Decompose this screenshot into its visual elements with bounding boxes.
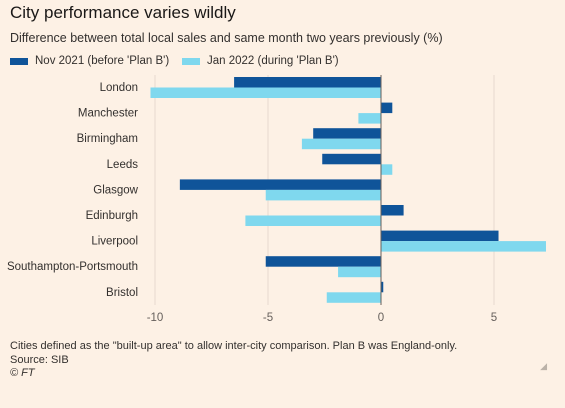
resize-grip-icon: ◢ bbox=[540, 361, 547, 371]
bar-nov-2021 bbox=[179, 179, 381, 190]
x-tick-label: 0 bbox=[378, 312, 384, 324]
legend-item-nov-2021: Nov 2021 (before 'Plan B') bbox=[10, 55, 169, 67]
chart-subtitle: Difference between total local sales and… bbox=[10, 31, 443, 45]
category-label: Birmingham bbox=[77, 133, 138, 145]
category-label: Manchester bbox=[78, 108, 138, 120]
bar-nov-2021 bbox=[322, 153, 381, 165]
bar-nov-2021 bbox=[381, 281, 384, 293]
bar-jan-2022 bbox=[326, 292, 381, 303]
bar-chart: London Manchester Birmingham Leeds Glasgow Ed… bbox=[7, 75, 546, 324]
chart-title: City performance varies wildly bbox=[10, 3, 236, 22]
footnote-copyright: © FT bbox=[10, 367, 35, 379]
x-tick-labels: -10 -5 0 5 bbox=[147, 312, 498, 324]
category-label: Bristol bbox=[106, 287, 138, 299]
category-labels: London Manchester Birmingham Leeds Glasgow Ed… bbox=[7, 82, 139, 299]
footnote-note: Cities defined as the "built-up area" to… bbox=[10, 340, 458, 352]
bar-jan-2022 bbox=[381, 241, 546, 252]
bar-nov-2021 bbox=[381, 205, 404, 216]
bar-jan-2022 bbox=[358, 113, 381, 124]
category-label: Southampton-Portsmouth bbox=[7, 261, 138, 273]
footnote: Cities defined as the "built-up area" to… bbox=[10, 340, 457, 381]
bar-jan-2022 bbox=[301, 138, 381, 150]
bar-nov-2021 bbox=[313, 128, 381, 139]
x-tick-label: -5 bbox=[263, 312, 273, 324]
legend-label-nov-2021: Nov 2021 (before 'Plan B') bbox=[35, 55, 170, 67]
legend-label-jan-2022: Jan 2022 (during 'Plan B') bbox=[207, 55, 339, 67]
x-tick-label: -10 bbox=[147, 312, 164, 324]
bar-nov-2021 bbox=[265, 256, 381, 267]
legend-swatch-nov-2021 bbox=[10, 57, 28, 65]
category-label: Edinburgh bbox=[86, 210, 138, 222]
footnote-source: Source: SIB bbox=[10, 353, 69, 366]
legend-item-jan-2022: Jan 2022 (during 'Plan B') bbox=[182, 55, 339, 67]
category-label: Leeds bbox=[107, 159, 139, 171]
bars bbox=[150, 77, 546, 303]
bar-jan-2022 bbox=[338, 266, 381, 278]
bar-nov-2021 bbox=[381, 230, 499, 242]
bar-jan-2022 bbox=[265, 189, 381, 201]
bar-nov-2021 bbox=[381, 102, 393, 114]
bar-nov-2021 bbox=[234, 77, 381, 88]
legend-swatch-jan-2022 bbox=[182, 57, 200, 65]
category-label: London bbox=[100, 82, 138, 94]
x-tick-label: 5 bbox=[491, 312, 497, 324]
category-label: Glasgow bbox=[93, 184, 138, 196]
category-label: Liverpool bbox=[91, 236, 138, 248]
bar-jan-2022 bbox=[381, 164, 393, 175]
bar-jan-2022 bbox=[150, 87, 381, 98]
bar-jan-2022 bbox=[245, 215, 381, 226]
